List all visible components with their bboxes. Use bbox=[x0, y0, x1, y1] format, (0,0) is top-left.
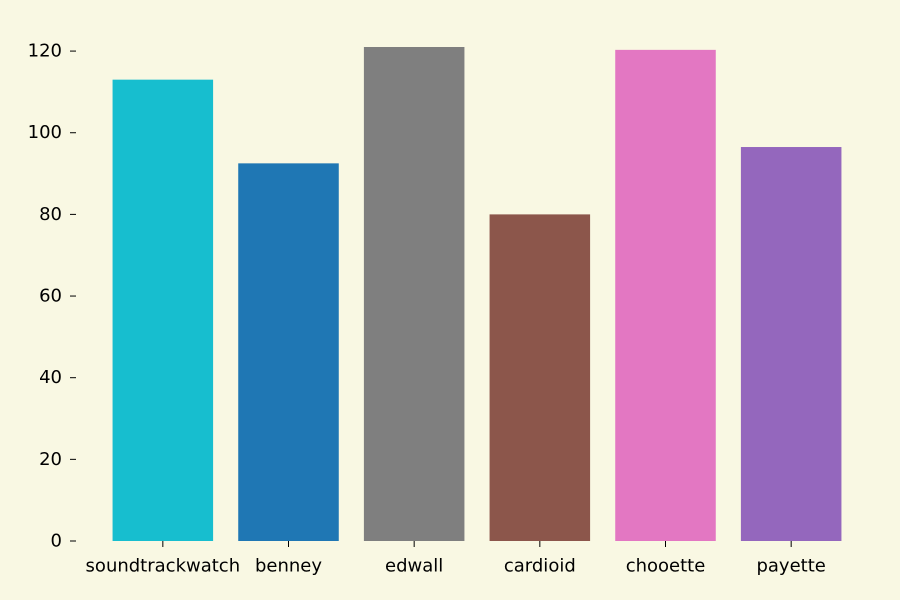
x-tick-label-payette: payette bbox=[756, 556, 825, 577]
y-tick-label: 60 bbox=[39, 286, 62, 307]
x-tick-label-edwall: edwall bbox=[385, 556, 443, 577]
y-tick-label: 0 bbox=[51, 531, 62, 552]
bar-soundtrackwatch bbox=[112, 79, 214, 541]
x-tick-label-soundtrackwatch: soundtrackwatch bbox=[86, 556, 241, 577]
bar-cardioid bbox=[489, 214, 591, 541]
x-axis: soundtrackwatch benney edwall cardioid chooe… bbox=[86, 541, 826, 577]
y-tick-label: 40 bbox=[39, 367, 62, 388]
x-tick-label-chooette: chooette bbox=[626, 556, 706, 577]
y-tick-label: 80 bbox=[39, 204, 62, 225]
y-axis: 0 20 40 60 80 100 120 bbox=[28, 41, 76, 552]
y-tick-label: 100 bbox=[28, 122, 62, 143]
bars-group bbox=[112, 47, 842, 542]
y-tick-label: 120 bbox=[28, 41, 62, 62]
bar-benney bbox=[238, 163, 339, 541]
bar-payette bbox=[740, 147, 842, 542]
x-tick-label-cardioid: cardioid bbox=[504, 556, 576, 577]
y-tick-label: 20 bbox=[39, 449, 62, 470]
bar-chooette bbox=[615, 49, 716, 542]
bar-edwall bbox=[363, 47, 465, 541]
x-tick-label-benney: benney bbox=[255, 556, 322, 577]
